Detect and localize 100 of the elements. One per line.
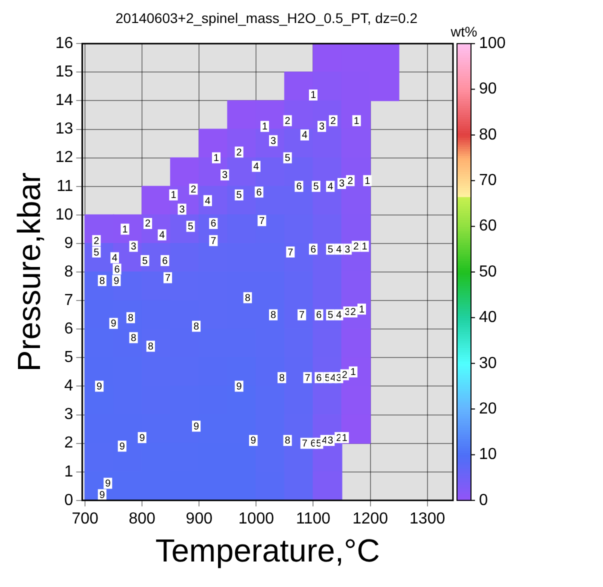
annotation: 2 [353, 242, 360, 253]
annotation: 3 [179, 204, 186, 216]
y-tick-label: 1 [64, 463, 74, 480]
annotation: 3 [319, 122, 326, 133]
x-tick-label: 900 [186, 510, 213, 528]
annotation: 9 [105, 478, 112, 490]
y-tick-label: 8 [64, 263, 74, 280]
annotation: 5 [188, 222, 194, 233]
y-tick-label: 16 [55, 35, 74, 52]
color-bar-label: 40 [479, 309, 497, 326]
annotation: 9 [139, 432, 146, 444]
annotation: 3 [338, 178, 345, 190]
annotation: 9 [114, 276, 120, 287]
color-bar-label: 70 [479, 172, 497, 190]
annotation: 4 [204, 196, 211, 207]
annotation: 2 [94, 236, 100, 247]
y-tick-label: 13 [55, 120, 74, 138]
y-tick-label: 5 [64, 349, 74, 366]
annotation: 9 [250, 436, 257, 447]
annotation: 8 [194, 321, 200, 332]
x-tick-label: 1100 [296, 510, 331, 528]
annotation: 1 [358, 304, 365, 316]
annotation: 6 [114, 264, 120, 276]
annotation: 7 [299, 310, 306, 322]
annotation: 4 [159, 230, 166, 242]
y-tick-label: 10 [55, 206, 74, 224]
x-tick-label: 1000 [238, 510, 274, 528]
annotation: 8 [128, 312, 134, 324]
annotation: 4 [336, 310, 342, 322]
annotation: 5 [328, 310, 334, 322]
annotation: 5 [313, 182, 320, 193]
annotation: 5 [236, 190, 242, 202]
annotation: 3 [130, 242, 137, 253]
annotation: 9 [236, 381, 242, 392]
annotation: 2 [350, 307, 356, 318]
annotation: 2 [284, 116, 291, 127]
y-tick-label: 12 [55, 149, 74, 166]
annotation: 3 [222, 170, 228, 182]
annotation: 9 [194, 421, 200, 432]
annotation: 1 [350, 367, 356, 378]
annotation: 9 [96, 381, 103, 392]
color-bar-label: 10 [479, 446, 497, 464]
x-tick-label: 1200 [352, 510, 388, 528]
annotation: 5 [94, 247, 100, 258]
annotation: 2 [348, 176, 354, 187]
color-bar-label: 100 [479, 35, 506, 52]
color-bar-label: 80 [479, 126, 497, 144]
annotation: 5 [284, 153, 291, 164]
color-bar-label: 50 [479, 263, 497, 280]
annotation: 4 [112, 252, 118, 264]
annotation: 4 [330, 372, 336, 384]
annotation: 1 [364, 176, 371, 187]
annotation: 3 [328, 436, 334, 447]
annotation: 1 [354, 116, 360, 127]
annotation: 8 [279, 372, 286, 384]
annotation: 4 [302, 130, 308, 142]
y-tick-label: 3 [64, 406, 74, 424]
annotation: 8 [244, 292, 251, 304]
color-bar-label: 90 [479, 80, 497, 98]
annotation: 1 [262, 122, 268, 133]
color-bar-label: 60 [479, 218, 497, 235]
annotation: 9 [119, 441, 126, 452]
y-tick-label: 9 [64, 234, 74, 252]
color-bar-label: 20 [479, 400, 497, 418]
annotation: 8 [130, 332, 137, 344]
annotation: 4 [328, 182, 334, 193]
chart-title: 20140603+2_spinel_mass_H2O_0.5_PT, dz=0.2 [116, 10, 418, 26]
annotation: 2 [236, 147, 242, 158]
annotation: 1 [342, 432, 348, 444]
annotation: 9 [110, 318, 117, 330]
x-tick-label: 1300 [410, 510, 446, 528]
annotation: 7 [302, 438, 308, 450]
annotation: 2 [342, 370, 348, 382]
color-bar-label: 0 [479, 492, 488, 509]
y-axis-title: Pressure,kbar [11, 172, 48, 372]
annotation: 7 [259, 216, 266, 227]
x-tick-label: 800 [128, 510, 156, 528]
annotation: 8 [148, 341, 154, 352]
annotation: 7 [164, 272, 171, 284]
annotation: 6 [210, 218, 217, 230]
annotation: 2 [145, 218, 152, 230]
annotation: 1 [310, 90, 316, 102]
annotation: 8 [270, 310, 277, 322]
annotation: 4 [336, 244, 342, 256]
annotation: 6 [296, 182, 302, 193]
annotation: 9 [99, 490, 106, 501]
annotation: 4 [322, 436, 328, 447]
annotation: 1 [170, 190, 177, 202]
annotation: 2 [330, 116, 336, 127]
y-tick-label: 2 [64, 434, 74, 452]
annotation: 4 [253, 162, 260, 173]
annotation: 7 [210, 236, 217, 247]
annotation: 8 [284, 436, 291, 447]
color-bar-label: 30 [479, 354, 497, 372]
annotation: 6 [162, 256, 168, 267]
annotation: 6 [316, 372, 322, 384]
y-tick-label: 15 [55, 64, 74, 81]
x-tick-label: 700 [72, 510, 98, 528]
annotation: 5 [142, 256, 148, 267]
y-tick-label: 6 [64, 320, 74, 338]
